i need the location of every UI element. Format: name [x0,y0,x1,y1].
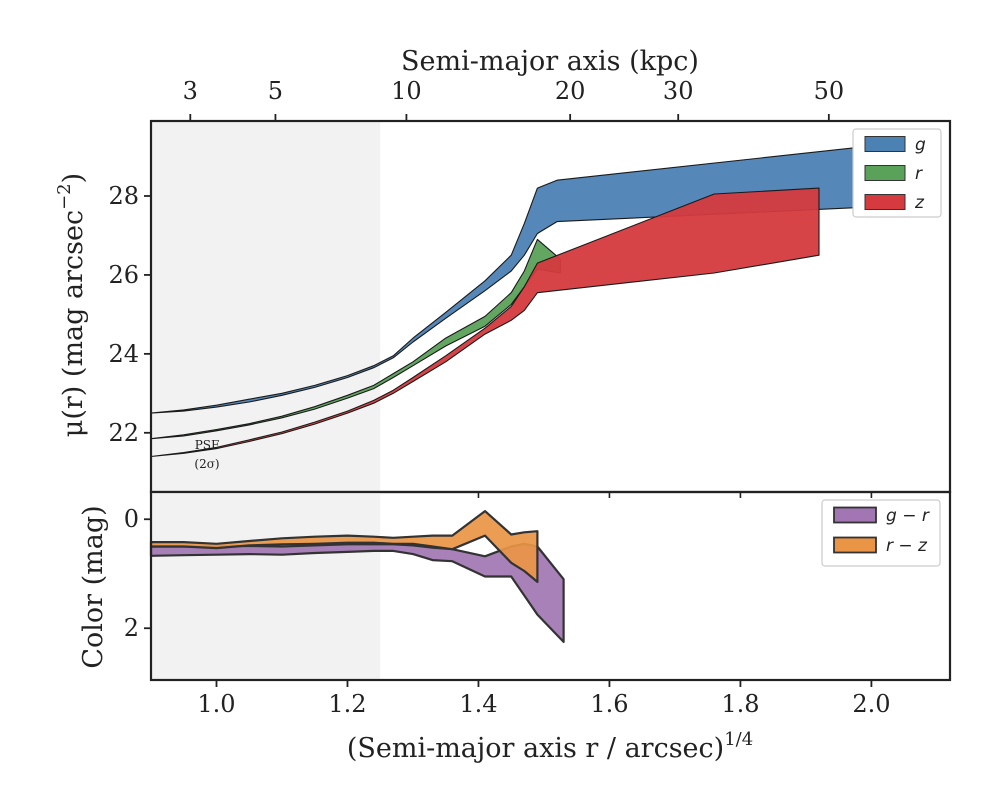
legend-label: z [914,193,925,213]
bottom-panel-frame [149,490,952,682]
mu-y-tick-label: 28 [108,182,139,210]
bottom-y-ticks: 02 [124,505,151,642]
top-axis-title: Semi-major axis (kpc) [401,46,699,77]
mu-y-tick-label: 26 [108,261,139,289]
kpc-tick-label: 20 [555,77,586,105]
x-tick-label: 1.2 [328,690,366,718]
series-band-rz [149,510,539,584]
psf-label-sigma: (2σ) [194,457,219,471]
kpc-tick-label: 50 [814,77,845,105]
series-band-z [150,187,820,458]
y-axis-title-mu: μ(r) (mag arcsec−2) [54,173,89,437]
kpc-tick-label: 3 [183,77,198,105]
y-axis-title-main: μ(r) (mag arcsec [58,210,89,437]
kpc-tick-label: 5 [268,77,283,105]
psf-region [151,121,381,492]
x-tick-label: 1.6 [590,690,628,718]
x-axis-title-main: (Semi-major axis r / arcsec) [347,733,724,764]
x-axis-title-sup: 1/4 [724,729,753,750]
surface-brightness-panel: 22 24 26 28 3 5 10 20 30 50 PSF (2σ) grz [108,77,952,498]
y-axis-title-color: Color (mag) [78,505,109,668]
psf-region-color [151,492,381,680]
top-y-ticks: 22 24 26 28 [108,182,151,447]
color-y-tick-label: 0 [124,505,139,533]
x-tick-label: 1.0 [197,690,235,718]
top-kpc-ticks: 3 5 10 20 30 50 [183,77,844,121]
y-axis-title-end: ) [58,173,89,184]
y-axis-title-sup: −2 [54,183,75,210]
x-tick-label: 1.4 [459,690,497,718]
color-y-tick-label: 2 [124,614,139,642]
mu-y-tick-label: 22 [108,419,139,447]
color-series-group [149,510,565,644]
kpc-tick-label: 30 [663,77,694,105]
bottom-x-ticks: 1.0 1.2 1.4 1.6 1.8 2.0 [197,680,890,718]
band-legend: grz [852,128,942,218]
color-legend: g − r r − z [821,499,941,567]
x-tick-label: 2.0 [852,690,890,718]
color-panel: 02 1.0 1.2 1.4 1.6 1.8 2.0 g − rr − z [124,490,952,718]
x-axis-title: (Semi-major axis r / arcsec)1/4 [347,729,753,764]
legend-label: r [915,164,923,184]
psf-label: PSF [195,438,220,452]
mu-y-tick-label: 24 [108,340,139,368]
legend-swatch [833,536,877,554]
legend-swatch [864,194,906,210]
legend-swatch [833,506,877,524]
legend-swatch [864,136,906,152]
x-tick-label: 1.8 [721,690,759,718]
legend-label: r − z [886,536,928,556]
kpc-tick-label: 10 [391,77,422,105]
legend-label: g [915,135,926,155]
legend-swatch [864,165,906,181]
legend-label: g − r [886,506,930,526]
